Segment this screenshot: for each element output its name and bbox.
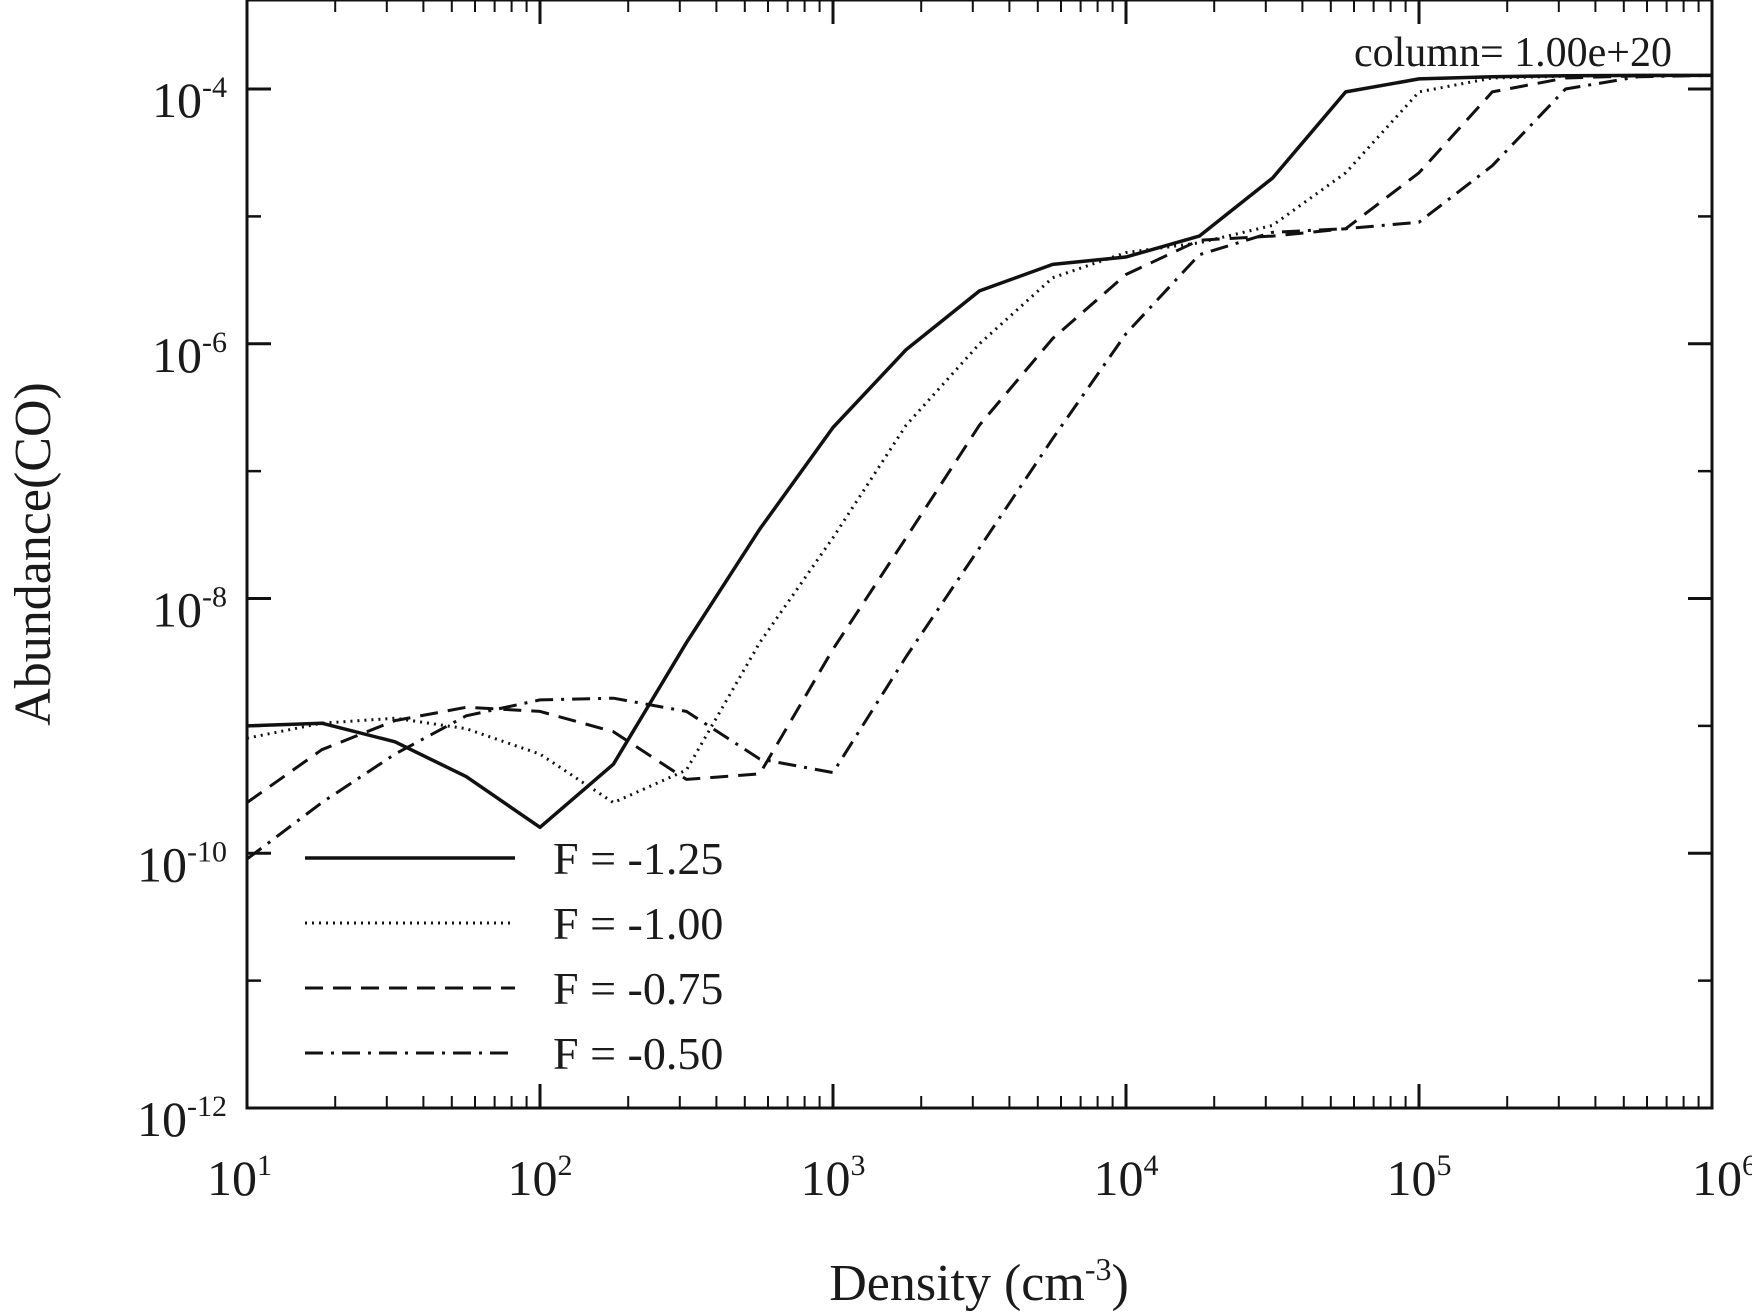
x-tick-label-3: 103 xyxy=(801,1149,866,1206)
legend: F = -1.25 F = -1.00 F = -0.75 F = -0.50 xyxy=(305,833,723,1079)
x-axis-label-close: ) xyxy=(1111,1255,1128,1312)
series-line-1 xyxy=(246,73,1712,830)
legend-label-1: F = -1.25 xyxy=(553,833,723,884)
labels-layer: 101 102 103 104 105 106 10-12 10-10 10-8 10-6 10-4 xyxy=(137,71,1752,1206)
series-layer xyxy=(246,73,1713,861)
y-axis-label: Abundance(CO) xyxy=(5,382,62,726)
series-line-2 xyxy=(246,73,1712,805)
legend-label-2: F = -1.00 xyxy=(553,898,723,949)
x-axis-label: Density (cm-3) xyxy=(829,1251,1129,1312)
y-tick-label-1: 10-12 xyxy=(137,1090,227,1147)
ticks-layer xyxy=(245,0,1714,1110)
y-tick-label-4: 10-6 xyxy=(152,326,227,383)
legend-label-3: F = -0.75 xyxy=(553,963,723,1014)
series-line-3 xyxy=(246,73,1713,804)
x-axis-label-exponent: -3 xyxy=(1085,1251,1112,1287)
x-tick-label-2: 102 xyxy=(508,1149,573,1206)
column-annotation: column= 1.00e+20 xyxy=(1354,30,1672,76)
y-tick-label-3: 10-8 xyxy=(152,581,227,638)
y-tick-label-2: 10-10 xyxy=(137,835,227,892)
x-axis-label-text: Density (cm xyxy=(829,1255,1085,1312)
legend-label-4: F = -0.50 xyxy=(553,1028,723,1079)
plot-frame xyxy=(245,0,1714,1110)
x-tick-label-6: 106 xyxy=(1692,1149,1752,1206)
x-tick-label-1: 101 xyxy=(207,1149,272,1206)
x-tick-label-4: 104 xyxy=(1094,1149,1159,1206)
x-tick-label-5: 105 xyxy=(1387,1149,1452,1206)
series-line-4 xyxy=(246,73,1713,861)
y-tick-label-5: 10-4 xyxy=(152,71,227,128)
